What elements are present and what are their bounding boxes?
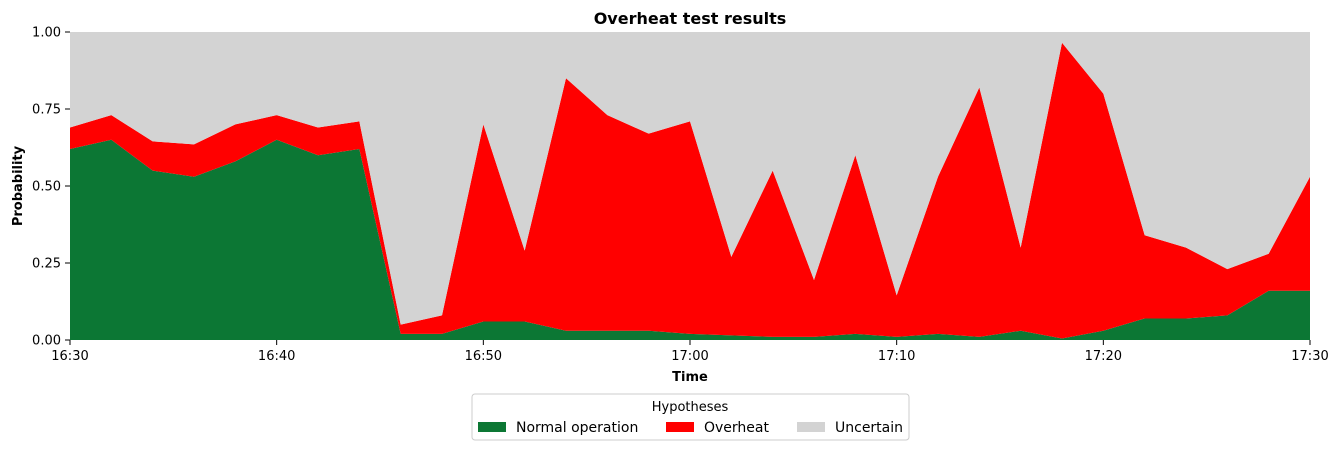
y-tick-label: 0.25 <box>32 257 61 272</box>
legend-label-uncertain: Uncertain <box>835 420 903 436</box>
plot-area <box>70 32 1310 340</box>
legend-title: Hypotheses <box>652 400 729 415</box>
x-tick-label: 16:30 <box>51 349 88 364</box>
series-area-uncertain <box>70 32 1310 325</box>
y-tick-label: 0.00 <box>32 334 61 349</box>
legend-swatch-overheat <box>666 422 694 432</box>
y-tick-label: 0.50 <box>32 180 61 195</box>
y-axis-label: Probability <box>11 145 26 226</box>
x-tick-label: 17:10 <box>878 349 915 364</box>
series-area-normal-operation <box>70 139 1310 340</box>
legend-swatch-uncertain <box>797 422 825 432</box>
x-tick-label: 17:30 <box>1291 349 1328 364</box>
legend-swatch-normal-operation <box>478 422 506 432</box>
legend-label-overheat: Overheat <box>704 420 769 436</box>
x-tick-label: 16:50 <box>465 349 502 364</box>
legend-label-normal-operation: Normal operation <box>516 420 638 436</box>
series-area-overheat <box>70 42 1310 339</box>
chart-title: Overheat test results <box>594 9 787 28</box>
x-tick-label: 17:20 <box>1085 349 1122 364</box>
x-tick-label: 17:00 <box>671 349 708 364</box>
y-tick-label: 1.00 <box>32 26 61 41</box>
x-axis-label: Time <box>672 370 708 385</box>
legend: Hypotheses Normal operation Overheat Unc… <box>471 393 910 441</box>
axes: 0.00 0.25 0.50 0.75 1.00 16:30 16:40 16:50 17:00… <box>32 26 1329 365</box>
x-tick-label: 16:40 <box>258 349 295 364</box>
y-tick-label: 0.75 <box>32 103 61 118</box>
